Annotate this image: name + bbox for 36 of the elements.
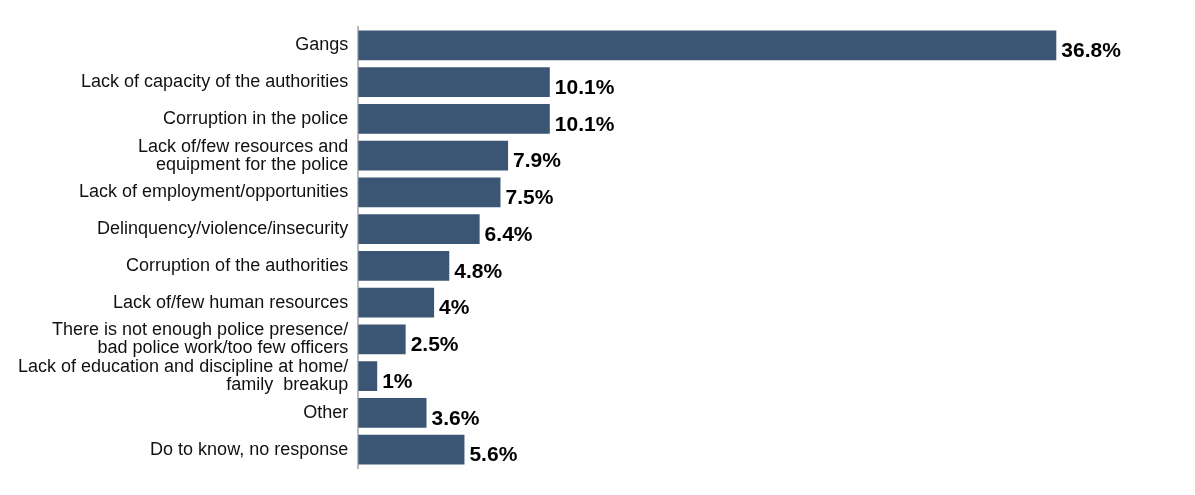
data-label: 1% — [382, 368, 413, 392]
data-label: 10.1% — [554, 74, 615, 98]
y-tick-label: Lack of education and discipline at home/ family breakup — [18, 356, 349, 395]
bar — [358, 30, 1057, 61]
y-tick-label: Corruption in the police — [163, 107, 349, 128]
y-tick-label: Lack of capacity of the authorities — [81, 71, 349, 92]
data-label: 7.9% — [513, 148, 562, 172]
data-label: 36.8% — [1061, 38, 1122, 62]
y-tick-label: Gangs — [295, 34, 349, 55]
data-label: 7.5% — [505, 185, 554, 209]
y-tick-label: Corruption of the authorities — [126, 254, 349, 275]
data-label: 5.6% — [469, 442, 518, 466]
y-tick-label: Lack of employment/opportunities — [79, 181, 349, 202]
y-tick-label: Other — [303, 401, 349, 422]
bar — [358, 214, 480, 244]
bar — [358, 140, 509, 171]
bar — [358, 104, 550, 134]
y-tick-label: There is not enough police presence/ bad police work/too few officers — [52, 319, 349, 358]
y-tick-label: Lack of/few human resources — [113, 291, 349, 312]
y-tick-label: Delinquency/violence/insecurity — [97, 218, 349, 239]
data-label: 10.1% — [554, 111, 615, 135]
data-label: 3.6% — [431, 405, 480, 429]
data-label: 4.8% — [454, 258, 503, 282]
bar — [358, 287, 435, 318]
data-label: 6.4% — [484, 221, 533, 245]
bar — [358, 251, 450, 281]
bar — [358, 434, 465, 465]
bar — [358, 177, 501, 208]
bar — [358, 324, 406, 355]
y-tick-label: Do to know, no response — [150, 438, 349, 459]
bar — [358, 361, 378, 391]
y-tick-label: Lack of/few resources and equipment for the police — [138, 135, 349, 174]
bar — [358, 398, 427, 428]
bar — [358, 67, 550, 97]
data-label: 2.5% — [410, 332, 459, 356]
data-label: 4% — [439, 295, 470, 319]
